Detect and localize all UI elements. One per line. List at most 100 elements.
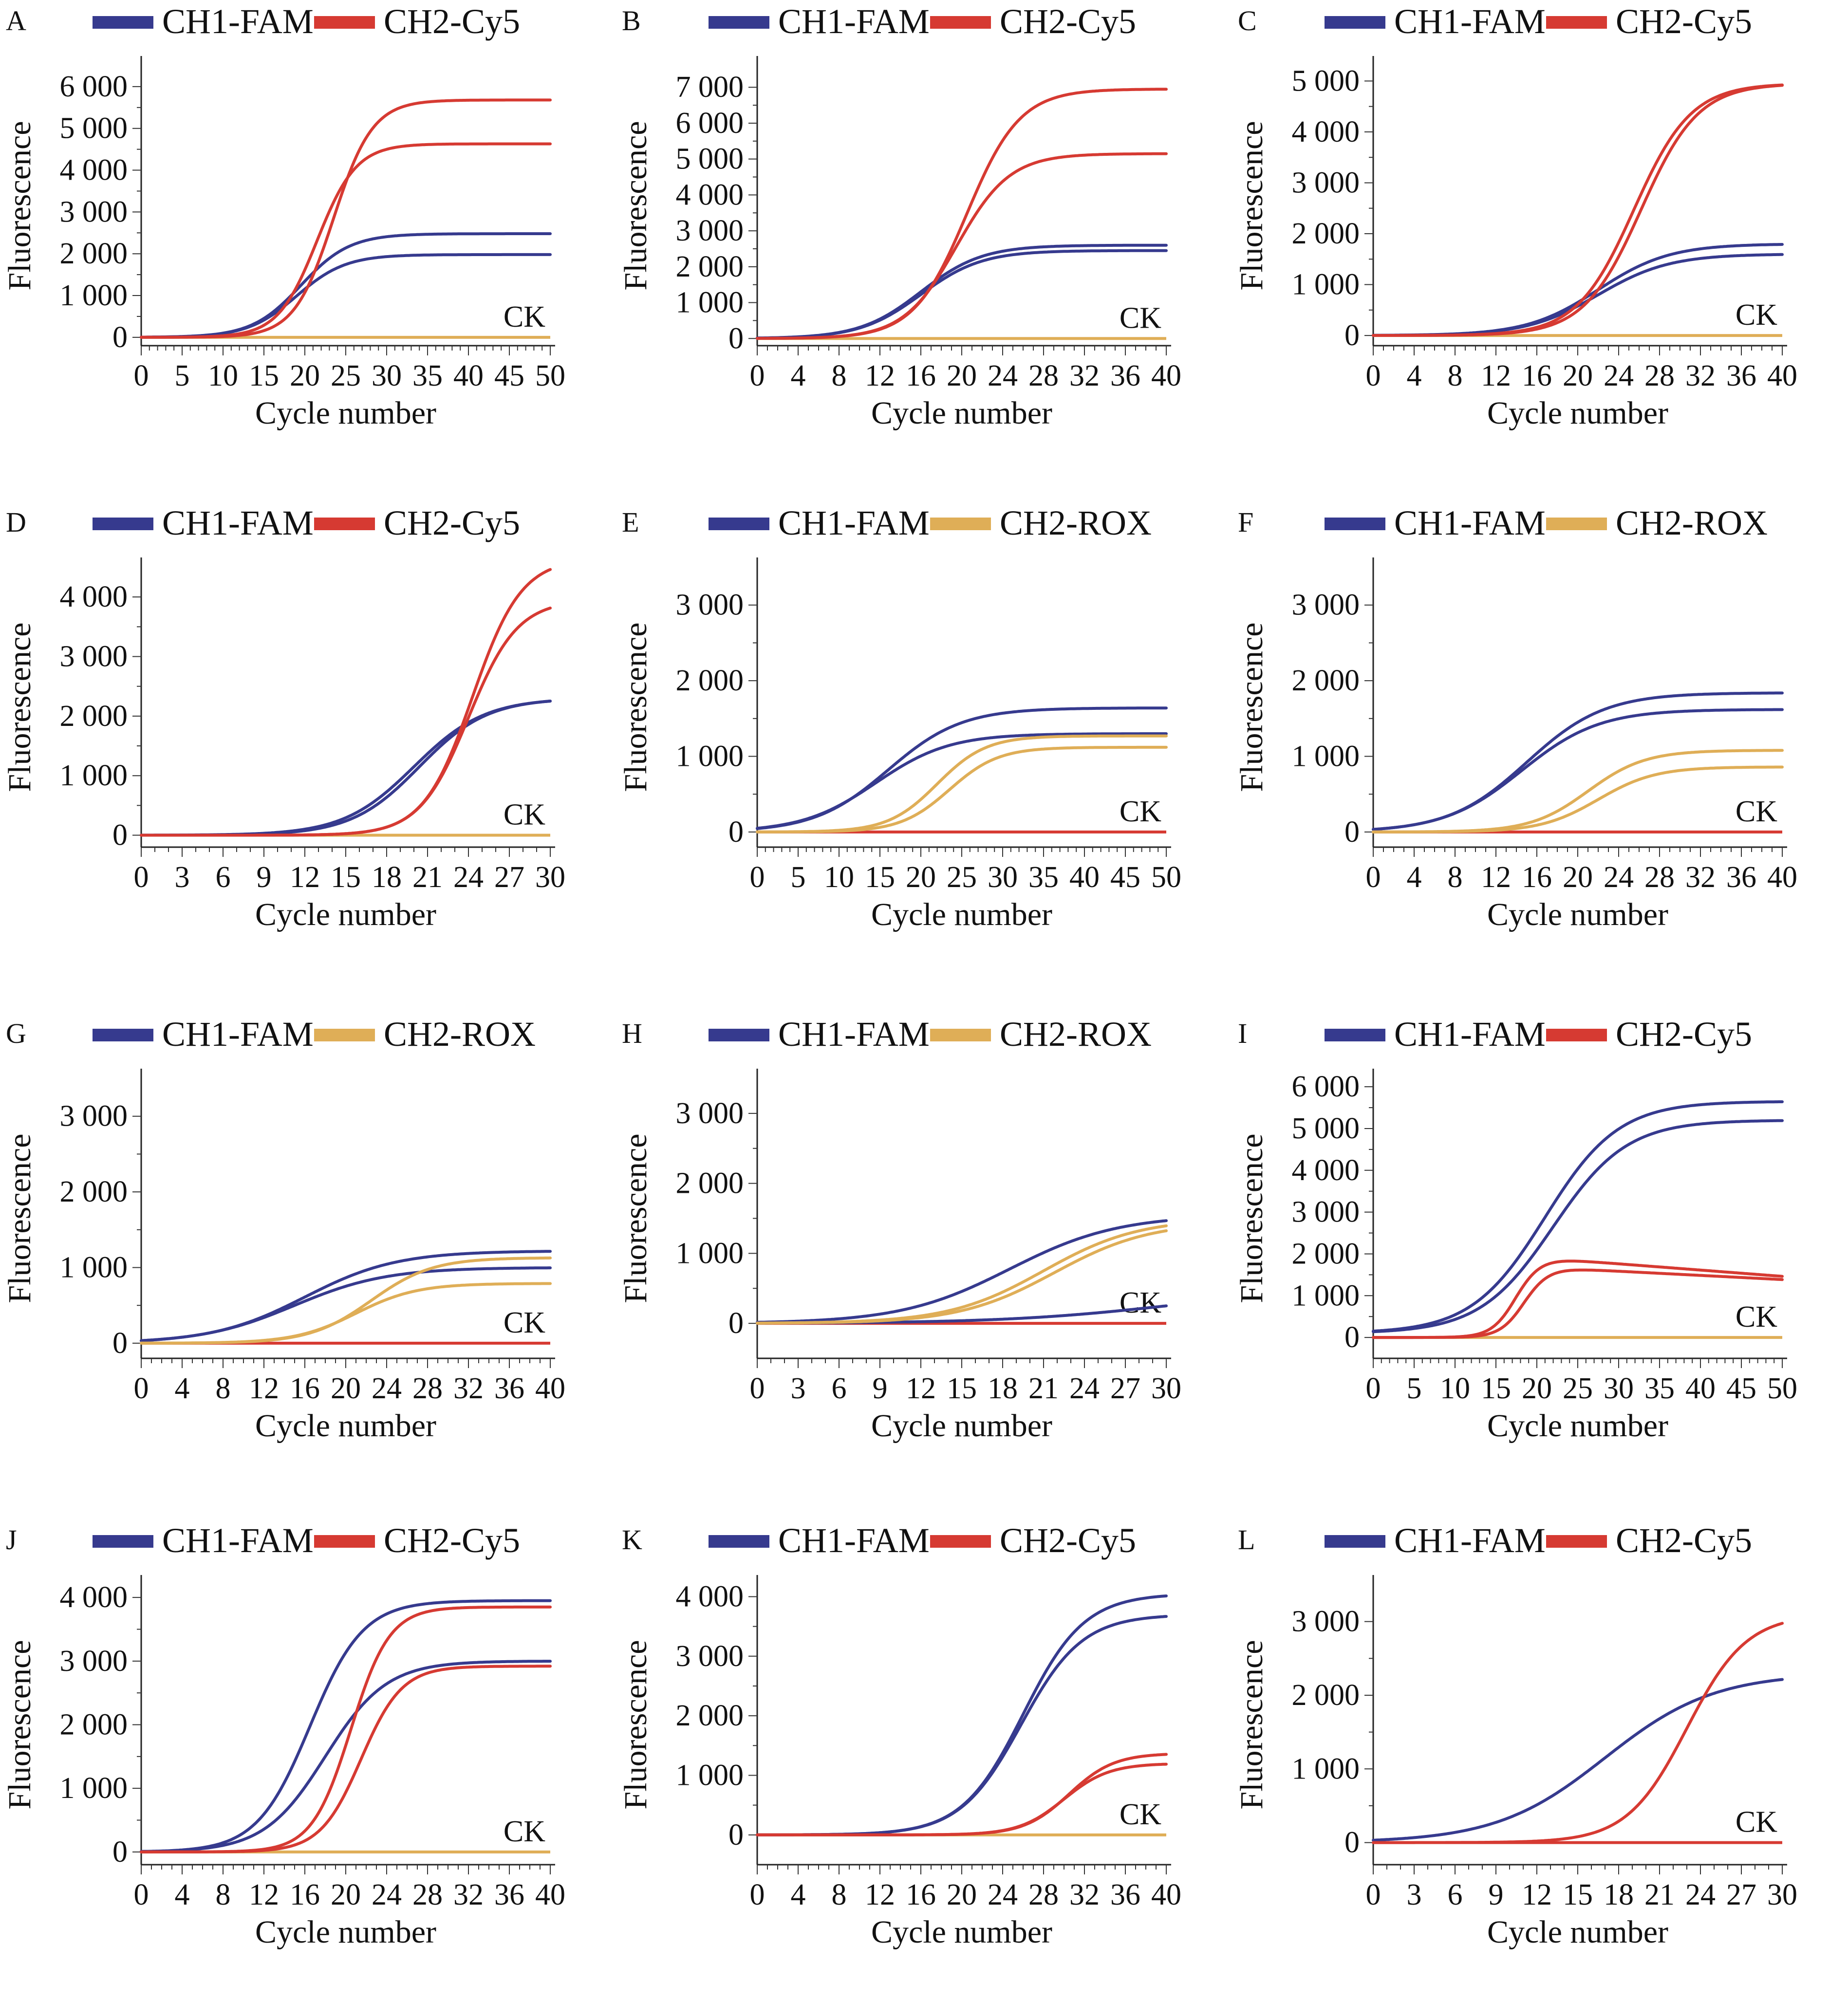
legend-swatch xyxy=(709,16,769,29)
x-tick-label: 20 xyxy=(1522,1372,1552,1405)
legend-swatch xyxy=(709,1029,769,1041)
legend-label: CH1-FAM xyxy=(778,1015,930,1054)
y-tick-label: 1 000 xyxy=(676,740,744,773)
legend-label: CH2-Cy5 xyxy=(1616,1521,1752,1560)
y-axis-title: Fluorescence xyxy=(2,622,37,792)
x-tick-label: 15 xyxy=(947,1372,977,1405)
y-tick-label: 0 xyxy=(112,321,128,354)
x-tick-label: 36 xyxy=(1726,861,1756,894)
y-tick-label: 3 000 xyxy=(60,195,128,228)
x-tick-label: 9 xyxy=(1489,1878,1504,1911)
ck-label: CK xyxy=(504,798,545,832)
y-tick-label: 3 000 xyxy=(60,640,128,673)
legend-label: CH2-Cy5 xyxy=(1616,2,1752,41)
y-axis-title: Fluorescence xyxy=(618,622,653,792)
y-tick-label: 1 000 xyxy=(1292,740,1360,773)
amplification-curve-ch2-cy5 xyxy=(140,606,552,837)
legend-label: CH2-Cy5 xyxy=(1616,1015,1752,1054)
amplification-curve-ch1-fam xyxy=(756,1219,1168,1324)
amplification-curve-ch1-fam xyxy=(756,732,1168,830)
y-axis-title: Fluorescence xyxy=(2,1133,37,1303)
x-tick-label: 28 xyxy=(1644,861,1675,894)
x-tick-label: 16 xyxy=(290,1878,320,1911)
legend: CH1-FAM CH2-ROX xyxy=(93,1015,536,1054)
amplification-curve-ch1-fam xyxy=(1372,708,1784,831)
legend-swatch xyxy=(93,1535,153,1548)
y-axis-title: Fluorescence xyxy=(2,121,37,290)
x-tick-label: 4 xyxy=(791,359,806,392)
legend-swatch xyxy=(930,1029,991,1041)
x-tick-label: 32 xyxy=(1069,359,1100,392)
x-tick-label: 40 xyxy=(1151,359,1181,392)
y-axis-title: Fluorescence xyxy=(1234,121,1269,290)
legend: CH1-FAM CH2-Cy5 xyxy=(1325,1015,1752,1054)
amplification-curve-ch1-fam xyxy=(140,700,552,837)
amplification-curve-ch2-rox xyxy=(756,734,1168,834)
x-tick-label: 15 xyxy=(1563,1878,1593,1911)
x-tick-label: 24 xyxy=(1604,861,1634,894)
x-tick-label: 24 xyxy=(1069,1372,1100,1405)
x-tick-label: 12 xyxy=(249,1878,279,1911)
y-tick-label: 3 000 xyxy=(60,1645,128,1678)
panel-letter: B xyxy=(622,5,641,37)
x-tick-label: 21 xyxy=(1028,1372,1059,1405)
y-tick-label: 4 000 xyxy=(60,154,128,187)
x-tick-label: 3 xyxy=(1407,1878,1422,1911)
legend-swatch xyxy=(930,16,991,29)
y-tick-label: 0 xyxy=(728,322,744,355)
x-tick-label: 0 xyxy=(750,359,765,392)
amplification-curve-ch1-fam xyxy=(756,1615,1168,1836)
amplification-curve-ch1-fam xyxy=(1372,1678,1784,1842)
x-tick-label: 6 xyxy=(216,861,231,894)
legend-label: CH1-FAM xyxy=(778,503,930,542)
amplification-curve-ch2-cy5 xyxy=(140,1665,552,1853)
y-tick-label: 6 000 xyxy=(1292,1070,1360,1103)
amplification-curve-ch2-cy5 xyxy=(140,1605,552,1853)
panel-letter: H xyxy=(622,1018,642,1049)
amplification-curve-ch1-fam xyxy=(140,232,552,339)
legend: CH1-FAM CH2-ROX xyxy=(709,503,1152,542)
y-tick-label: 0 xyxy=(1344,1826,1360,1859)
x-tick-label: 4 xyxy=(175,1878,190,1911)
x-tick-label: 16 xyxy=(290,1372,320,1405)
x-tick-label: 0 xyxy=(750,1878,765,1911)
x-tick-label: 30 xyxy=(535,861,565,894)
x-tick-label: 28 xyxy=(412,1878,443,1911)
x-axis-title: Cycle number xyxy=(1487,1914,1668,1950)
legend: CH1-FAM CH2-ROX xyxy=(709,1015,1152,1054)
legend-swatch xyxy=(1325,16,1385,29)
x-tick-label: 4 xyxy=(1407,359,1422,392)
x-tick-label: 24 xyxy=(988,359,1018,392)
panel-letter: D xyxy=(6,506,26,538)
legend-swatch xyxy=(314,518,375,530)
x-axis-title: Cycle number xyxy=(255,395,436,431)
x-tick-label: 30 xyxy=(988,861,1018,894)
x-tick-label: 0 xyxy=(134,861,149,894)
x-axis-title: Cycle number xyxy=(1487,897,1668,932)
legend-swatch xyxy=(1325,518,1385,530)
panel-letter: E xyxy=(622,506,639,538)
amplification-curve-ch2-rox xyxy=(756,1224,1168,1325)
legend-label: CH1-FAM xyxy=(1394,1015,1546,1054)
y-axis-title: Fluorescence xyxy=(1234,1133,1269,1303)
y-tick-label: 2 000 xyxy=(60,1708,128,1742)
amplification-curve-ch2-cy5 xyxy=(756,152,1168,340)
x-axis-title: Cycle number xyxy=(255,1914,436,1950)
legend-swatch xyxy=(314,16,375,29)
x-axis-title: Cycle number xyxy=(1487,395,1668,431)
y-tick-label: 3 000 xyxy=(60,1100,128,1133)
x-tick-label: 12 xyxy=(865,359,895,392)
x-tick-label: 8 xyxy=(832,359,847,392)
x-tick-label: 18 xyxy=(988,1372,1018,1405)
x-tick-label: 0 xyxy=(1366,1878,1381,1911)
y-tick-label: 4 000 xyxy=(676,1580,744,1613)
x-tick-label: 30 xyxy=(372,359,402,392)
amplification-curve-ch2-cy5 xyxy=(756,1753,1168,1836)
legend-swatch xyxy=(1546,16,1607,29)
x-tick-label: 15 xyxy=(249,359,279,392)
y-tick-label: 2 000 xyxy=(676,664,744,697)
x-tick-label: 10 xyxy=(1440,1372,1470,1405)
amplification-curve-ch2-cy5 xyxy=(1372,83,1784,337)
